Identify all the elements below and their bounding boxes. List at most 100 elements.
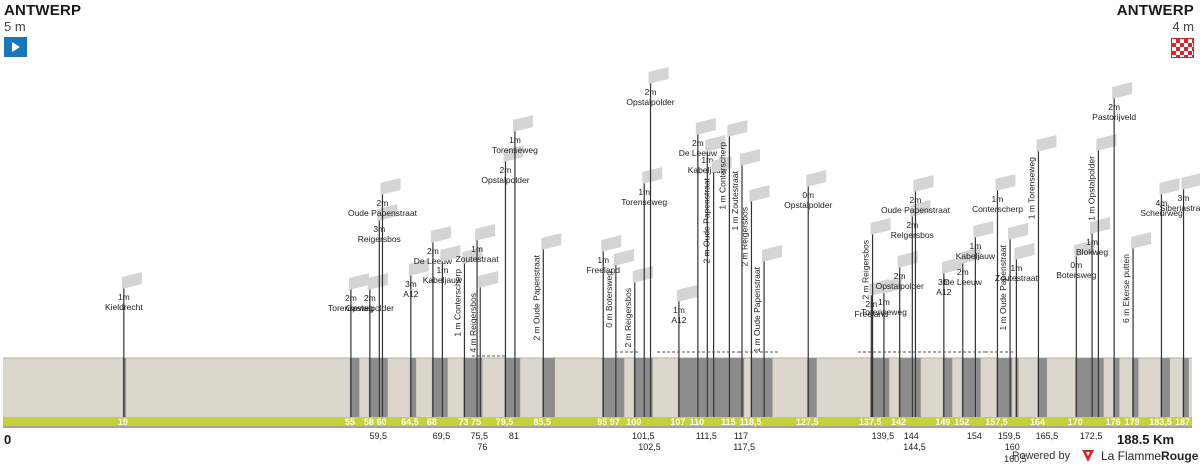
axis-tick-label: 142 bbox=[891, 417, 906, 427]
axis-tick-label: 179 bbox=[1125, 417, 1140, 427]
sector-label: 2 m Reigersbos bbox=[739, 207, 749, 267]
sector-marker-card bbox=[1014, 243, 1035, 260]
sector-band bbox=[1091, 358, 1098, 417]
sector-band bbox=[706, 358, 713, 417]
sector-label: 1 m Conterscherp bbox=[452, 269, 462, 337]
sector-name: De Leeuw bbox=[414, 256, 453, 266]
axis-tick-label: 160,5 bbox=[1004, 454, 1027, 464]
sector-name: Kieldrecht bbox=[105, 302, 143, 312]
sector-band bbox=[431, 358, 442, 417]
sector-marker-card bbox=[705, 135, 726, 152]
axis-tick-label: 144,5 bbox=[903, 442, 926, 452]
sector-name: Pastorijveld bbox=[1092, 112, 1136, 122]
axis-tick-label: 117 bbox=[734, 431, 748, 441]
sector-name: Opstalpolder bbox=[784, 200, 832, 210]
sector-band bbox=[542, 358, 555, 417]
sector-name: Siberiastraat bbox=[1160, 203, 1200, 213]
axis-tick-label: 97 bbox=[610, 417, 620, 427]
sector-marker-card bbox=[440, 245, 461, 262]
sector-band bbox=[974, 358, 981, 417]
sector-label: 1 m Torenseweg bbox=[1026, 157, 1036, 219]
axis-tick-label: 137,5 bbox=[859, 417, 882, 427]
axis-tick-label: 157,5 bbox=[985, 417, 1008, 427]
sector-name: Zoutestraat bbox=[995, 273, 1039, 283]
sector-band bbox=[712, 358, 729, 417]
sector-band bbox=[1097, 358, 1104, 417]
sector-diff: 2m bbox=[500, 165, 512, 175]
axis-tick-label: 95 bbox=[597, 417, 607, 427]
sector-diff: 2m bbox=[957, 267, 969, 277]
sector-marker-card bbox=[642, 167, 663, 184]
finish-flag-icon bbox=[1171, 38, 1194, 58]
sector-marker-card bbox=[897, 251, 918, 268]
sector-marker-card bbox=[806, 170, 827, 187]
sector-label: 2 m Reigersbos bbox=[861, 240, 871, 300]
brand-prefix: La Flamme bbox=[1101, 449, 1162, 463]
sector-label: 1 m Oude Papenstraat bbox=[752, 266, 762, 352]
axis-tick-label: 149 bbox=[935, 417, 950, 427]
sector-band bbox=[513, 358, 521, 417]
axis-tick-label: 183,5 bbox=[1149, 417, 1172, 427]
sector-marker-card bbox=[881, 277, 902, 294]
axis-tick-label: 68 bbox=[427, 417, 437, 427]
sector-band bbox=[368, 358, 379, 417]
axis-tick-label: 172,5 bbox=[1080, 431, 1103, 441]
sector-name: Reigersbos bbox=[891, 230, 934, 240]
sector-diff: 1m bbox=[878, 297, 890, 307]
sector-diff: 2m bbox=[427, 246, 439, 256]
sector-marker-card bbox=[740, 149, 760, 166]
sector-marker-card bbox=[632, 266, 653, 283]
axis-tick-label: 55 bbox=[345, 417, 355, 427]
sector-label: 4 m Reigersbos bbox=[468, 293, 478, 353]
brand-name: La FlammeRouge bbox=[1101, 449, 1198, 463]
sector-band bbox=[463, 358, 477, 417]
sector-marker-card bbox=[762, 245, 783, 262]
sector-diff: 3m bbox=[405, 279, 417, 289]
sector-diff: 1m bbox=[436, 265, 448, 275]
axis-tick-label: 76 bbox=[477, 442, 487, 452]
brand-suffix: Rouge bbox=[1161, 449, 1199, 463]
sector-name: Opstalpolder bbox=[626, 97, 674, 107]
sector-band bbox=[914, 358, 921, 417]
sector-marker-card bbox=[541, 233, 562, 250]
sector-band bbox=[898, 358, 912, 417]
sector-marker-card bbox=[727, 120, 748, 137]
sector-band bbox=[1113, 358, 1120, 417]
axis-tick-label: 69,5 bbox=[433, 431, 451, 441]
sector-marker-card bbox=[1008, 223, 1029, 240]
sector-name: Opstalpolder bbox=[346, 303, 394, 313]
axis-tick-label: 110 bbox=[690, 417, 705, 427]
axis-tick-label: 64,5 bbox=[401, 417, 419, 427]
sector-diff: 1m bbox=[638, 187, 650, 197]
axis-tick-label: 127,5 bbox=[796, 417, 819, 427]
sector-marker-card bbox=[1159, 178, 1180, 195]
axis-tick-label: 85,5 bbox=[534, 417, 552, 427]
axis-tick-label: 118,5 bbox=[739, 417, 761, 427]
axis-tick-label: 115 bbox=[721, 417, 736, 427]
sector-band bbox=[696, 358, 707, 417]
axis-tick-label: 81 bbox=[509, 431, 519, 441]
axis-tick-label: 75 bbox=[471, 417, 481, 427]
distance-end-label: 188.5 Km bbox=[1117, 432, 1175, 447]
sector-name: Oude Papenstraat bbox=[881, 205, 951, 215]
sector-marker-card bbox=[503, 145, 524, 162]
axis-tick-label: 170 bbox=[1068, 417, 1083, 427]
sector-name: Kabeljauw bbox=[956, 251, 996, 261]
sector-band bbox=[1182, 358, 1189, 417]
sector-marker-card bbox=[749, 185, 770, 202]
sector-name: Freeland bbox=[855, 309, 889, 319]
sector-marker-card bbox=[430, 226, 451, 243]
axis-tick-label: 58 bbox=[364, 417, 374, 427]
sector-diff: 2m bbox=[906, 220, 918, 230]
sector-diff: 0m bbox=[802, 190, 814, 200]
terrain-area bbox=[3, 358, 1192, 417]
sector-diff: 1m bbox=[1010, 263, 1022, 273]
axis-tick-label: 144 bbox=[904, 431, 919, 441]
sector-name: Conterscherp bbox=[972, 204, 1023, 214]
sector-label: 6 m Ekerse putten bbox=[1121, 254, 1131, 323]
flame-logo-icon bbox=[1082, 450, 1094, 462]
sector-name: Opstalpolder bbox=[876, 281, 924, 291]
sector-band bbox=[1075, 358, 1092, 417]
axis-tick-label: 160 bbox=[1005, 442, 1020, 452]
